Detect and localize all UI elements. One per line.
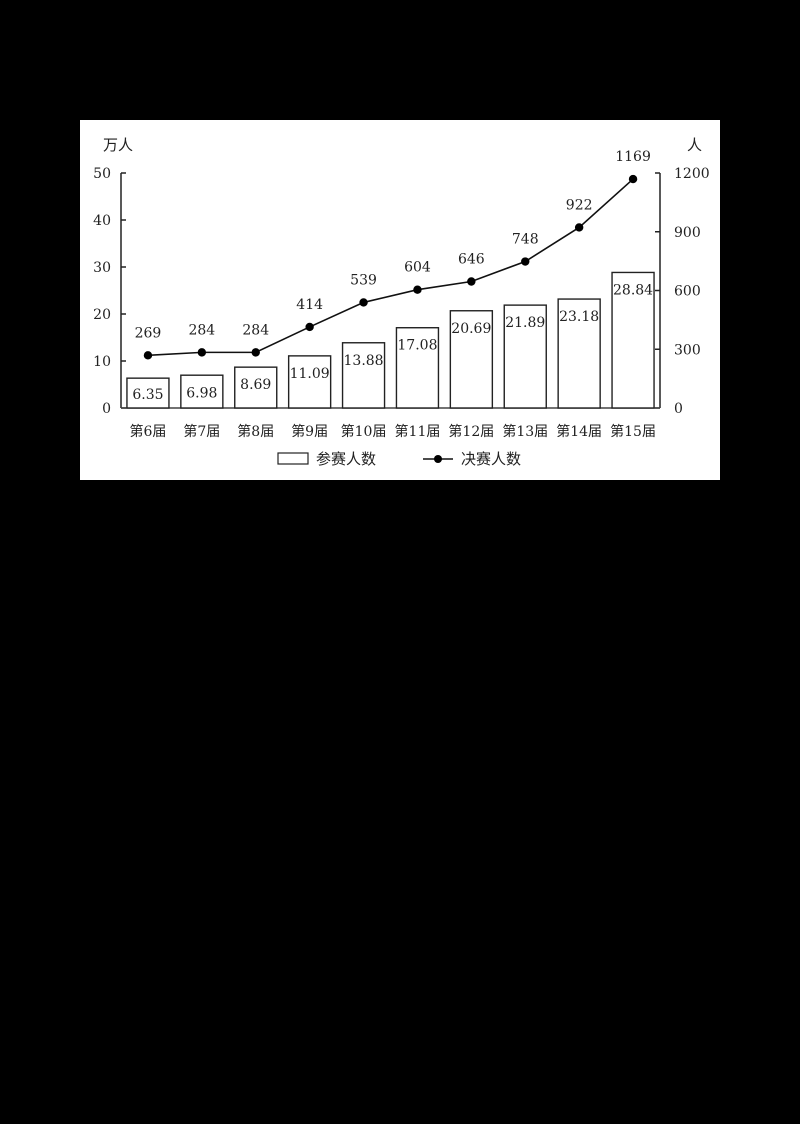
- legend: 参赛人数 决赛人数: [277, 450, 521, 468]
- bar: [395, 327, 440, 409]
- combo-chart: 0 10 20 30 40 50 万人 0 300 600 900 1200 人 6.35 6.98 8.6…: [93, 136, 709, 468]
- x-tick-label: 第12届: [448, 423, 494, 440]
- x-tick-label: 第15届: [610, 423, 656, 440]
- legend-bar-swatch: [277, 452, 309, 465]
- legend-label-participants: 参赛人数: [316, 450, 376, 468]
- line-value-label: 748: [512, 232, 539, 248]
- line-value-label: 414: [296, 297, 323, 313]
- line-value-label: 922: [566, 197, 593, 213]
- line-point: [413, 285, 422, 294]
- x-tick-label: 第7届: [183, 423, 220, 440]
- left-tick-label: 0: [102, 401, 111, 417]
- left-tick-label: 20: [93, 307, 111, 323]
- bar-value-label: 6.35: [132, 387, 163, 403]
- bar: [287, 355, 332, 409]
- line-point: [467, 277, 476, 286]
- bar-value-label: 11.09: [290, 366, 330, 382]
- bar-value-label: 23.18: [559, 309, 599, 325]
- line-value-label: 284: [188, 322, 215, 338]
- x-tick-label: 第13届: [502, 423, 548, 440]
- left-tick-label: 10: [93, 354, 111, 370]
- finalists-line: [147, 178, 634, 357]
- line-value-label: 539: [350, 272, 377, 288]
- right-tick-label: 600: [674, 284, 701, 300]
- line-value-label: 269: [135, 325, 162, 341]
- line-finalists: 269 284 284 414 539 604 646 748 922 1169: [135, 149, 651, 360]
- line-point: [305, 322, 314, 332]
- left-axis-unit: 万人: [103, 136, 133, 154]
- right-tick-label: 300: [674, 342, 701, 358]
- bar: [341, 342, 386, 409]
- bar: [180, 374, 224, 409]
- line-value-label: 604: [404, 260, 431, 276]
- line-point: [359, 298, 368, 307]
- bar-value-label: 13.88: [344, 353, 384, 369]
- line-point: [521, 257, 530, 266]
- bar-value-label: 6.98: [186, 386, 217, 402]
- line-value-label: 646: [458, 251, 485, 267]
- left-tick-label: 40: [93, 213, 111, 229]
- bar: [611, 271, 655, 409]
- right-axis-unit: 人: [687, 136, 702, 154]
- line-point: [143, 351, 153, 360]
- line-value-label: 284: [242, 322, 269, 338]
- line-point: [574, 223, 584, 232]
- right-tick-label: 1200: [674, 166, 710, 182]
- bar-value-label: 17.08: [397, 338, 437, 354]
- bar: [126, 377, 170, 409]
- line-value-label: 1169: [615, 149, 651, 165]
- x-tick-label: 第8届: [237, 423, 274, 440]
- axes: 0 10 20 30 40 50 万人 0 300 600 900 1200 人: [93, 136, 709, 417]
- bar: [234, 366, 278, 409]
- bar-value-label: 20.69: [451, 321, 491, 337]
- bar: [503, 304, 547, 409]
- left-tick-label: 50: [93, 166, 111, 182]
- legend-label-finalists: 决赛人数: [461, 450, 521, 468]
- bar: [449, 310, 494, 409]
- bar: [557, 298, 601, 409]
- right-tick-label: 0: [674, 401, 683, 417]
- left-tick-label: 30: [93, 260, 111, 276]
- x-tick-label: 第9届: [291, 423, 328, 440]
- x-axis-labels: 第6届 第7届 第8届 第9届 第10届 第11届 第12届 第13届 第14届 第15届: [129, 423, 655, 440]
- bar-value-label: 21.89: [505, 315, 545, 331]
- x-tick-label: 第11届: [395, 423, 441, 440]
- chart-panel: 0 10 20 30 40 50 万人 0 300 600 900 1200 人 6.35 6.98 8.6…: [80, 120, 720, 480]
- x-tick-label: 第6届: [129, 423, 166, 440]
- bar-value-label: 8.69: [240, 377, 271, 393]
- line-point: [251, 348, 260, 357]
- bar-value-label: 28.84: [613, 282, 653, 298]
- line-point: [628, 174, 638, 184]
- bars-participants: 6.35 6.98 8.69 11.09 13.88 17.08 20.69 21.89 23.…: [126, 271, 655, 409]
- x-tick-label: 第14届: [556, 423, 602, 440]
- line-point: [197, 348, 207, 357]
- x-tick-label: 第10届: [341, 423, 387, 440]
- right-tick-label: 900: [674, 225, 701, 241]
